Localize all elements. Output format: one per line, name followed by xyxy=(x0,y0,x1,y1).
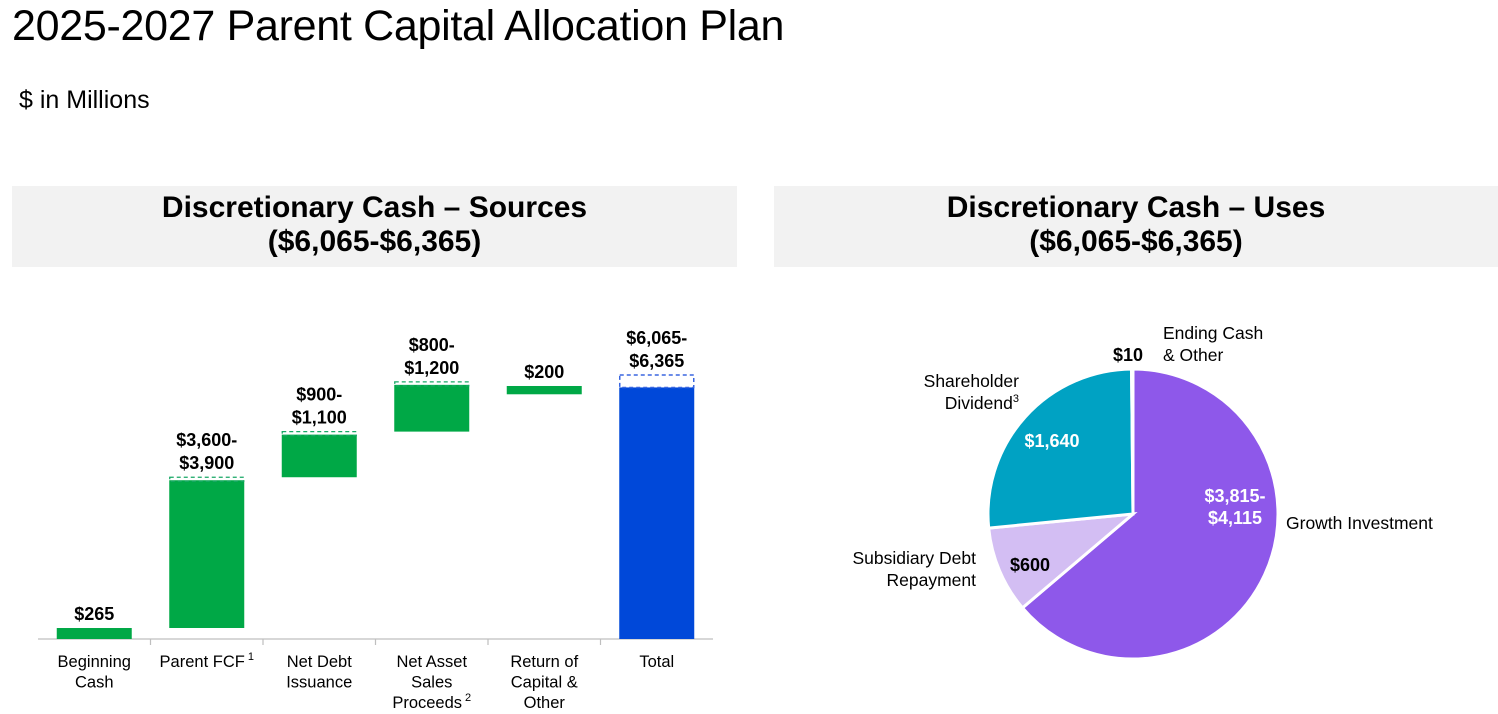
category-label: Other xyxy=(524,694,566,712)
waterfall-bar xyxy=(619,387,695,639)
bar-value-label: $1,200 xyxy=(404,358,459,378)
slice-name-label: Subsidiary Debt xyxy=(852,548,976,568)
bar-value-label: $900- xyxy=(296,385,342,405)
range-outline xyxy=(619,374,695,389)
sources-panel-heading: Discretionary Cash – Sources ($6,065-$6,… xyxy=(12,186,737,267)
waterfall-bar xyxy=(169,480,245,628)
uses-panel-heading: Discretionary Cash – Uses ($6,065-$6,365… xyxy=(774,186,1498,267)
bar-value-label: $6,065- xyxy=(626,328,687,348)
bar-value-label: $800- xyxy=(409,335,455,355)
range-outline xyxy=(169,476,245,482)
range-outline xyxy=(281,430,357,437)
slice-name-label: Ending Cash xyxy=(1163,323,1263,343)
category-label: Return of xyxy=(510,653,578,671)
category-label: Net Debt xyxy=(287,653,353,671)
slice-name-label: Shareholder xyxy=(924,371,1020,391)
bar-value-label: $3,600- xyxy=(176,430,237,450)
sources-heading-line2: ($6,065-$6,365) xyxy=(267,225,482,258)
slice-name-label: & Other xyxy=(1163,345,1223,365)
bar-value-label: $200 xyxy=(524,362,564,382)
pie-slice xyxy=(986,367,1135,530)
bar-value-label: $6,365 xyxy=(629,351,684,371)
category-label: Net Asset xyxy=(396,653,467,671)
sources-heading-line1: Discretionary Cash – Sources xyxy=(161,191,588,224)
uses-heading-line2: ($6,065-$6,365) xyxy=(1029,225,1243,258)
units-note: $ in Millions xyxy=(19,86,150,114)
slice-value-label: $10 xyxy=(1113,345,1143,365)
range-outline xyxy=(394,381,470,387)
category-label: Cash xyxy=(75,674,114,692)
pie-slice xyxy=(1020,367,1280,661)
uses-heading-line1: Discretionary Cash – Uses xyxy=(946,191,1326,224)
category-label: Parent FCF 1 xyxy=(160,651,254,671)
category-label: Sales xyxy=(411,674,452,692)
slice-name-label: Dividend3 xyxy=(945,393,1019,413)
bar-value-label: $265 xyxy=(74,604,114,624)
slice-name-label: Growth Investment xyxy=(1286,513,1433,533)
page-title: 2025-2027 Parent Capital Allocation Plan xyxy=(12,2,785,50)
waterfall-bar xyxy=(506,385,582,395)
pie-slice xyxy=(987,512,1138,610)
bar-value-label: $3,900 xyxy=(179,453,234,473)
bar-value-label: $1,100 xyxy=(292,408,347,428)
slice-name-label: Repayment xyxy=(887,570,977,590)
slice-value-label: $4,115 xyxy=(1208,508,1262,528)
category-label: Total xyxy=(639,653,674,671)
slice-value-label: $1,640 xyxy=(1024,431,1079,451)
waterfall-bar xyxy=(281,434,357,478)
category-label: Issuance xyxy=(286,674,352,692)
pie-slice xyxy=(1130,367,1135,515)
waterfall-bar xyxy=(56,628,132,639)
slice-value-label: $3,815- xyxy=(1204,486,1265,506)
category-label: Proceeds 2 xyxy=(392,692,471,712)
category-label: Beginning xyxy=(58,653,131,671)
waterfall-bar xyxy=(394,384,470,432)
category-label: Capital & xyxy=(511,674,578,692)
slice-value-label: $600 xyxy=(1010,555,1050,575)
